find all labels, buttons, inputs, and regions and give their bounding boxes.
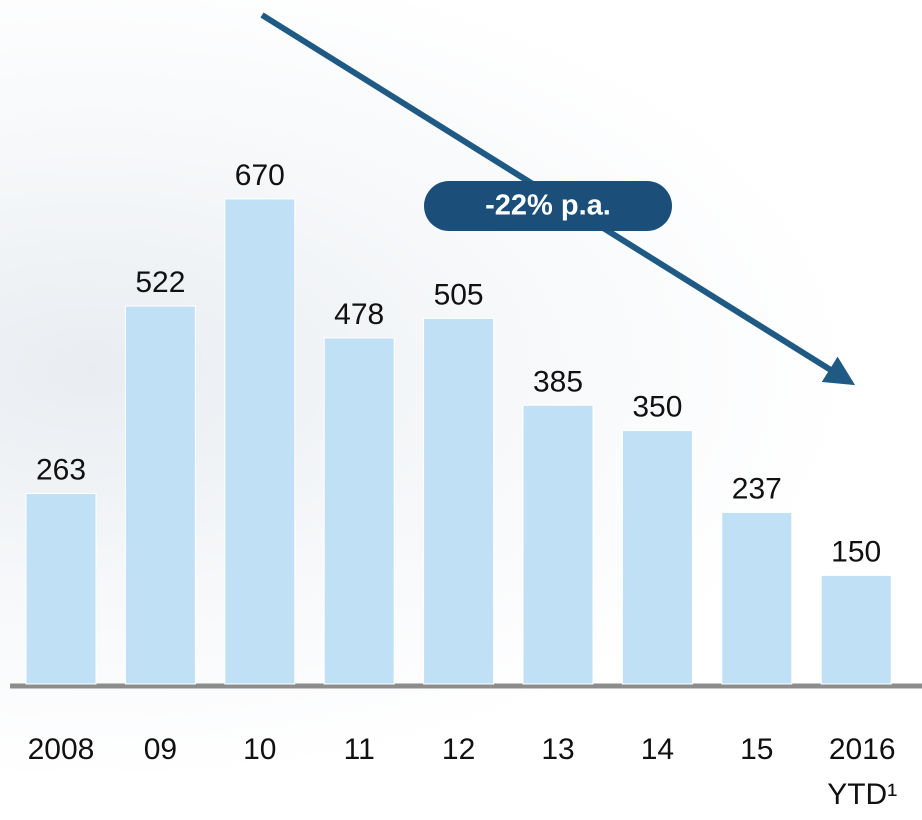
data-label: 350	[632, 391, 682, 424]
bar	[820, 574, 892, 685]
x-tick-label: 09	[143, 733, 178, 766]
data-label: 237	[732, 472, 782, 505]
x-tick-label: 2016 YTD¹	[827, 733, 898, 811]
x-tick-label: 14	[640, 733, 675, 766]
data-label: 385	[533, 365, 583, 398]
x-tick-label: 10	[243, 733, 277, 766]
x-tick-label: 15	[740, 733, 774, 766]
data-label: 263	[36, 454, 86, 487]
x-tick-label: 13	[541, 733, 575, 766]
data-label: 670	[235, 159, 285, 192]
annotation: -22% p.a.	[485, 190, 611, 222]
bar	[323, 337, 395, 685]
data-label: 150	[831, 535, 881, 568]
annotation-pill	[424, 181, 672, 231]
bar	[224, 198, 296, 685]
x-tick-label: 11	[343, 733, 375, 766]
data-label: 505	[434, 278, 484, 311]
data-label: 522	[135, 266, 185, 299]
bar	[423, 317, 495, 685]
bar	[25, 493, 97, 685]
x-tick-label: 12	[441, 733, 476, 766]
data-label: 478	[334, 298, 384, 331]
bar	[124, 305, 196, 685]
bar	[522, 404, 594, 685]
bar	[621, 430, 693, 685]
bar	[721, 511, 793, 685]
x-tick-label: 2008	[27, 733, 95, 766]
